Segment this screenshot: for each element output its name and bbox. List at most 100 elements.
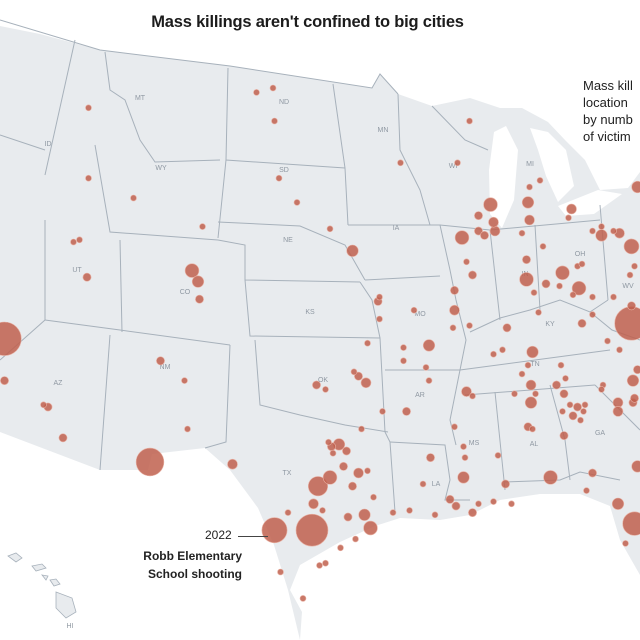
event-dot xyxy=(536,177,544,184)
event-dot xyxy=(535,309,542,316)
event-dot xyxy=(526,183,533,191)
annotation-leader-line xyxy=(238,536,268,537)
state-label-la: LA xyxy=(432,481,441,488)
event-dot xyxy=(569,291,577,299)
chart-title: Mass killings aren't confined to big cit… xyxy=(151,13,464,31)
event-dot xyxy=(499,346,506,354)
event-dot xyxy=(400,357,407,365)
state-label-wy: WY xyxy=(155,165,167,172)
event-dot xyxy=(525,379,537,391)
event-dot xyxy=(616,346,623,354)
event-dot xyxy=(623,238,640,255)
event-dot xyxy=(532,390,539,398)
event-dot xyxy=(363,520,378,536)
state-label-wi: WI xyxy=(449,163,458,170)
event-dot xyxy=(524,214,535,226)
event-dot xyxy=(460,443,467,450)
state-label-mt: MT xyxy=(135,95,146,102)
event-dot xyxy=(502,323,512,333)
event-dot xyxy=(325,438,332,446)
event-dot xyxy=(583,487,590,494)
event-dot xyxy=(565,214,572,222)
event-dot xyxy=(539,243,547,250)
event-dot xyxy=(406,507,413,514)
event-dot xyxy=(376,293,383,301)
event-dot xyxy=(461,454,469,461)
annotation-label: Robb Elementary School shooting xyxy=(143,547,242,583)
event-dot xyxy=(389,509,397,516)
event-dot xyxy=(370,493,377,501)
event-dot xyxy=(457,471,470,484)
event-dot xyxy=(604,337,611,345)
event-dot xyxy=(425,377,433,384)
event-dot xyxy=(468,508,477,517)
event-dot xyxy=(422,364,430,371)
state-label-az: AZ xyxy=(54,380,64,387)
event-dot xyxy=(522,255,531,264)
gulf-of-mexico xyxy=(290,494,640,640)
event-dot xyxy=(337,544,344,552)
event-dot xyxy=(343,512,353,522)
event-dot xyxy=(468,270,477,280)
event-dot xyxy=(489,225,501,237)
event-dot xyxy=(82,272,92,282)
event-dot xyxy=(571,281,587,296)
event-dot xyxy=(277,568,284,576)
event-dots xyxy=(0,84,640,602)
lake-huron xyxy=(530,128,574,202)
event-dot xyxy=(474,211,483,220)
event-dot xyxy=(631,180,640,194)
event-dot xyxy=(483,197,498,212)
event-dot xyxy=(568,411,578,421)
event-dot xyxy=(556,282,563,290)
event-dot xyxy=(181,377,188,384)
event-dot xyxy=(364,339,371,347)
event-dot xyxy=(488,216,499,228)
event-dot xyxy=(518,370,526,378)
event-dot xyxy=(511,390,518,398)
event-dot xyxy=(253,89,260,96)
event-dot xyxy=(191,275,205,288)
state-label-ms: MS xyxy=(469,440,480,447)
event-dot xyxy=(352,535,359,543)
event-dot xyxy=(353,467,364,479)
event-dot xyxy=(295,513,329,547)
hawaii xyxy=(7,552,77,619)
state-label-ia: IA xyxy=(393,225,400,232)
legend-line: of victim xyxy=(583,129,631,144)
event-dot xyxy=(541,279,551,289)
event-dot xyxy=(622,540,629,547)
event-dot xyxy=(40,401,47,409)
legend-line: location xyxy=(583,95,628,110)
event-dot xyxy=(85,174,92,182)
state-label-mo: MO xyxy=(414,311,426,318)
event-dot xyxy=(0,321,22,356)
canada-area xyxy=(0,0,640,190)
event-dot xyxy=(543,470,558,485)
state-label-nm: NM xyxy=(160,364,171,371)
event-dot xyxy=(400,344,407,351)
event-dot xyxy=(519,272,534,287)
event-dot xyxy=(322,559,329,567)
event-dot xyxy=(397,159,404,167)
state-label-tn: TN xyxy=(530,361,539,368)
event-dot xyxy=(559,408,566,415)
state-label-ut: UT xyxy=(72,267,82,274)
annotation-year: 2022 xyxy=(205,528,232,542)
event-dot xyxy=(261,517,288,544)
event-dot xyxy=(466,117,473,125)
state-label-ar: AR xyxy=(415,392,425,399)
event-dot xyxy=(450,285,459,295)
event-dot xyxy=(612,406,624,417)
event-dot xyxy=(466,322,473,329)
event-dot xyxy=(422,339,436,352)
event-dot xyxy=(589,227,596,235)
event-dot xyxy=(631,460,640,473)
event-dot xyxy=(76,236,83,244)
event-dot xyxy=(85,104,92,112)
event-dot xyxy=(379,408,386,415)
event-dot xyxy=(227,458,238,470)
event-dot xyxy=(426,453,435,462)
event-dot xyxy=(589,293,596,301)
event-dot xyxy=(184,263,200,278)
